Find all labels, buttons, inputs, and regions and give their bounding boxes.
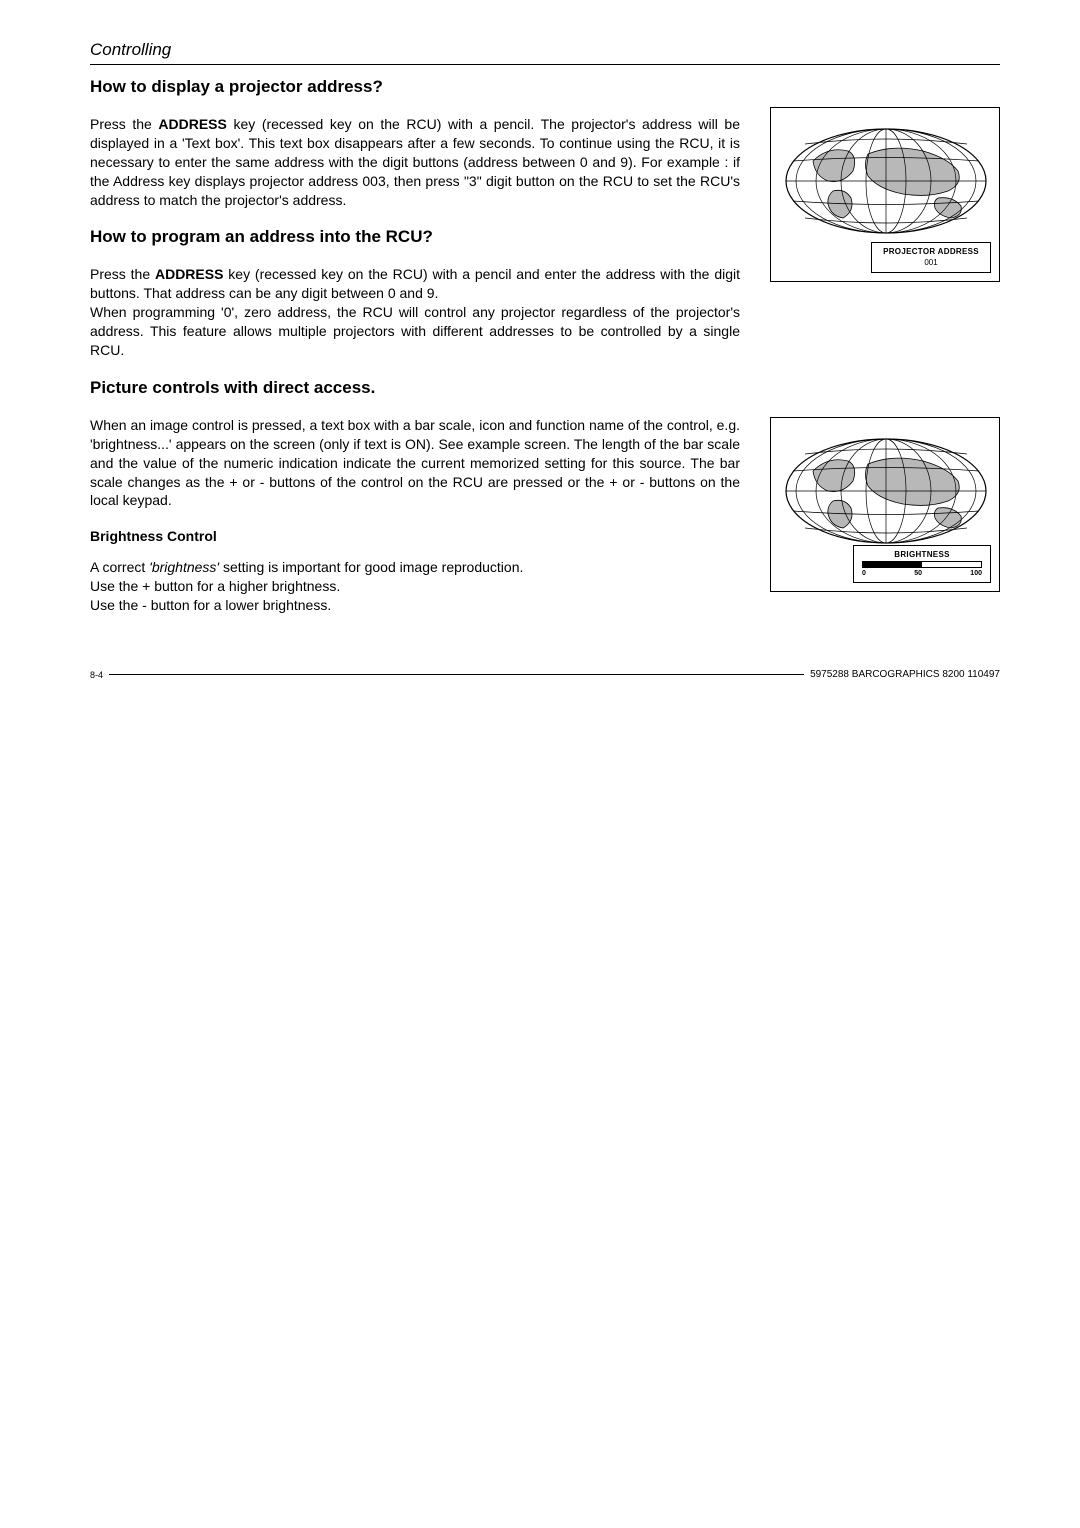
paragraph-program-address-2: When programming '0', zero address, the … (90, 303, 740, 360)
osd-bar: 0 50 100 (862, 561, 982, 577)
osd-title: BRIGHTNESS (862, 550, 982, 559)
footer-rule (109, 674, 804, 675)
heading-display-address: How to display a projector address? (90, 77, 740, 97)
globe-icon (783, 436, 989, 546)
figure-spacer (770, 282, 1000, 412)
text-fragment: setting is important for good image repr… (219, 559, 523, 575)
page-number: 8-4 (90, 670, 103, 680)
osd-address-box: PROJECTOR ADDRESS 001 (871, 242, 991, 273)
document-id: 5975288 BARCOGRAPHICS 8200 110497 (810, 669, 1000, 680)
text-fragment: Press the (90, 266, 155, 282)
paragraph-program-address-1: Press the ADDRESS key (recessed key on t… (90, 265, 740, 303)
bar-label-max: 100 (970, 570, 982, 577)
paragraph-brightness-1: A correct 'brightness' setting is import… (90, 558, 740, 577)
paragraph-picture-controls: When an image control is pressed, a text… (90, 416, 740, 510)
heading-picture-controls: Picture controls with direct access. (90, 378, 740, 398)
globe-graphic (783, 126, 989, 236)
right-column: PROJECTOR ADDRESS 001 (770, 77, 1000, 592)
figure-projector-address: PROJECTOR ADDRESS 001 (770, 107, 1000, 282)
paragraph-brightness-3: Use the - button for a lower brightness. (90, 596, 740, 615)
left-column: How to display a projector address? Pres… (90, 77, 740, 633)
manual-page: Controlling How to display a projector a… (0, 0, 1080, 720)
osd-bar-fill (863, 562, 922, 567)
address-key-label: ADDRESS (158, 116, 226, 132)
osd-brightness-box: BRIGHTNESS 0 50 100 (853, 545, 991, 583)
address-key-label: ADDRESS (155, 266, 223, 282)
content-row-1: How to display a projector address? Pres… (90, 77, 1000, 633)
figure-brightness: BRIGHTNESS 0 50 100 (770, 417, 1000, 592)
osd-bar-track (862, 561, 982, 568)
paragraph-display-address: Press the ADDRESS key (recessed key on t… (90, 115, 740, 209)
heading-program-address: How to program an address into the RCU? (90, 227, 740, 247)
page-footer: 8-4 5975288 BARCOGRAPHICS 8200 110497 (90, 669, 1000, 680)
text-fragment: Press the (90, 116, 158, 132)
globe-graphic (783, 436, 989, 546)
brightness-term: 'brightness' (149, 559, 219, 575)
bar-label-min: 0 (862, 570, 866, 577)
text-fragment: A correct (90, 559, 149, 575)
section-header: Controlling (90, 40, 1000, 65)
bar-label-mid: 50 (914, 570, 922, 577)
osd-value: 001 (880, 258, 982, 267)
globe-icon (783, 126, 989, 236)
paragraph-brightness-2: Use the + button for a higher brightness… (90, 577, 740, 596)
osd-title: PROJECTOR ADDRESS (880, 247, 982, 256)
osd-bar-labels: 0 50 100 (862, 570, 982, 577)
subheading-brightness: Brightness Control (90, 528, 740, 544)
